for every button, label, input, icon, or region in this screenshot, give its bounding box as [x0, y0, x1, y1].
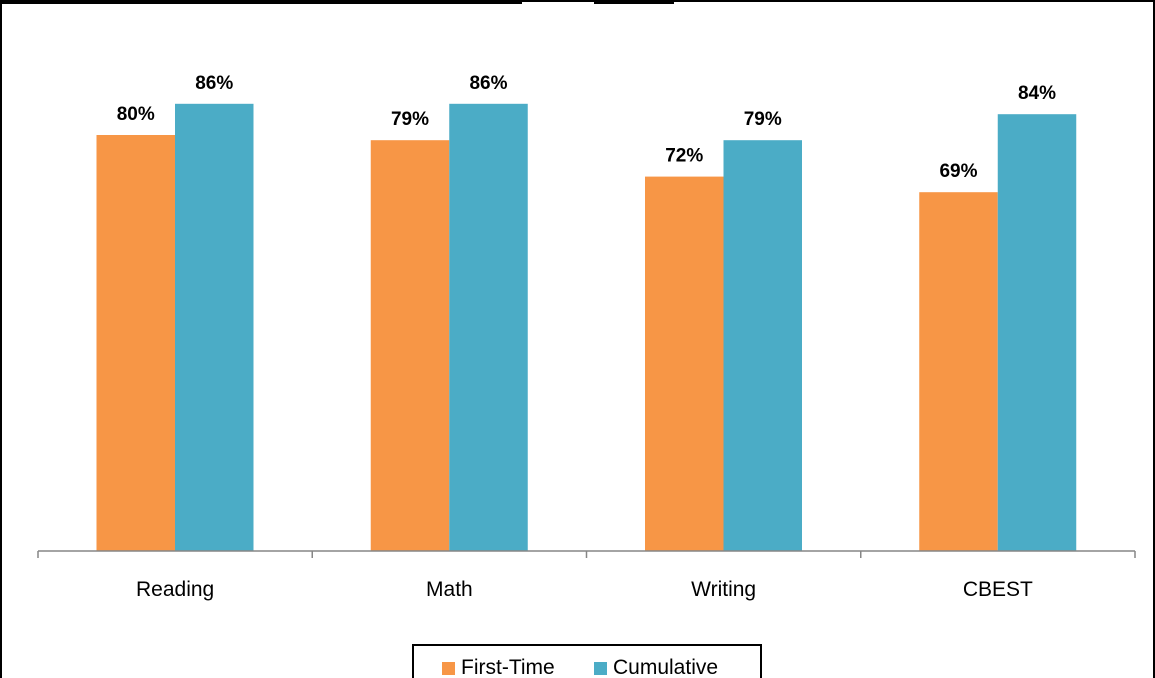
category-label-cbest: CBEST [963, 578, 1033, 601]
data-label-cumulative-writing: 79% [744, 109, 782, 130]
legend-label-first-time: First-Time [461, 656, 555, 678]
bar-first-time-cbest [919, 192, 998, 551]
bar-cumulative-reading [175, 103, 254, 552]
legend: First-Time Cumulative [412, 644, 762, 678]
data-label-cumulative-math: 86% [469, 73, 507, 94]
data-label-first-time-writing: 72% [665, 146, 703, 167]
legend-label-cumulative: Cumulative [613, 656, 719, 678]
bar-cumulative-math [449, 103, 528, 552]
data-label-first-time-math: 79% [391, 109, 429, 130]
bar-first-time-math [370, 140, 450, 551]
data-label-cumulative-reading: 86% [195, 73, 233, 94]
category-label-math: Math [426, 578, 473, 601]
legend-swatch-cumulative [594, 661, 607, 675]
bar-first-time-reading [96, 135, 175, 551]
legend-swatch-first-time [442, 661, 455, 675]
value-labels-group: 80% 86% 79% 86% 72% 79% 69% 84% [117, 73, 1056, 182]
data-label-first-time-cbest: 69% [939, 161, 977, 182]
data-label-first-time-reading: 80% [117, 104, 155, 125]
cropped-title-strip [594, 2, 674, 4]
bar-cumulative-writing [723, 140, 802, 551]
category-label-reading: Reading [136, 578, 214, 601]
category-labels-group: Reading Math Writing CBEST [136, 578, 1033, 601]
legend-item-first-time: First-Time [442, 656, 555, 678]
x-axis [37, 550, 1136, 558]
bar-cumulative-cbest [997, 114, 1077, 551]
bars-group [96, 103, 1077, 552]
legend-item-cumulative: Cumulative [594, 656, 718, 678]
data-label-cumulative-cbest: 84% [1018, 83, 1056, 104]
bar-first-time-writing [645, 176, 724, 551]
cropped-title-strip [2, 2, 522, 4]
category-label-writing: Writing [691, 578, 756, 601]
